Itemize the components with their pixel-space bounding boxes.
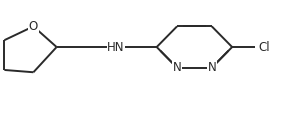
Text: N: N [207, 61, 216, 74]
Text: HN: HN [107, 40, 125, 54]
Text: N: N [173, 61, 181, 74]
Text: O: O [29, 20, 38, 33]
Text: Cl: Cl [258, 40, 270, 54]
